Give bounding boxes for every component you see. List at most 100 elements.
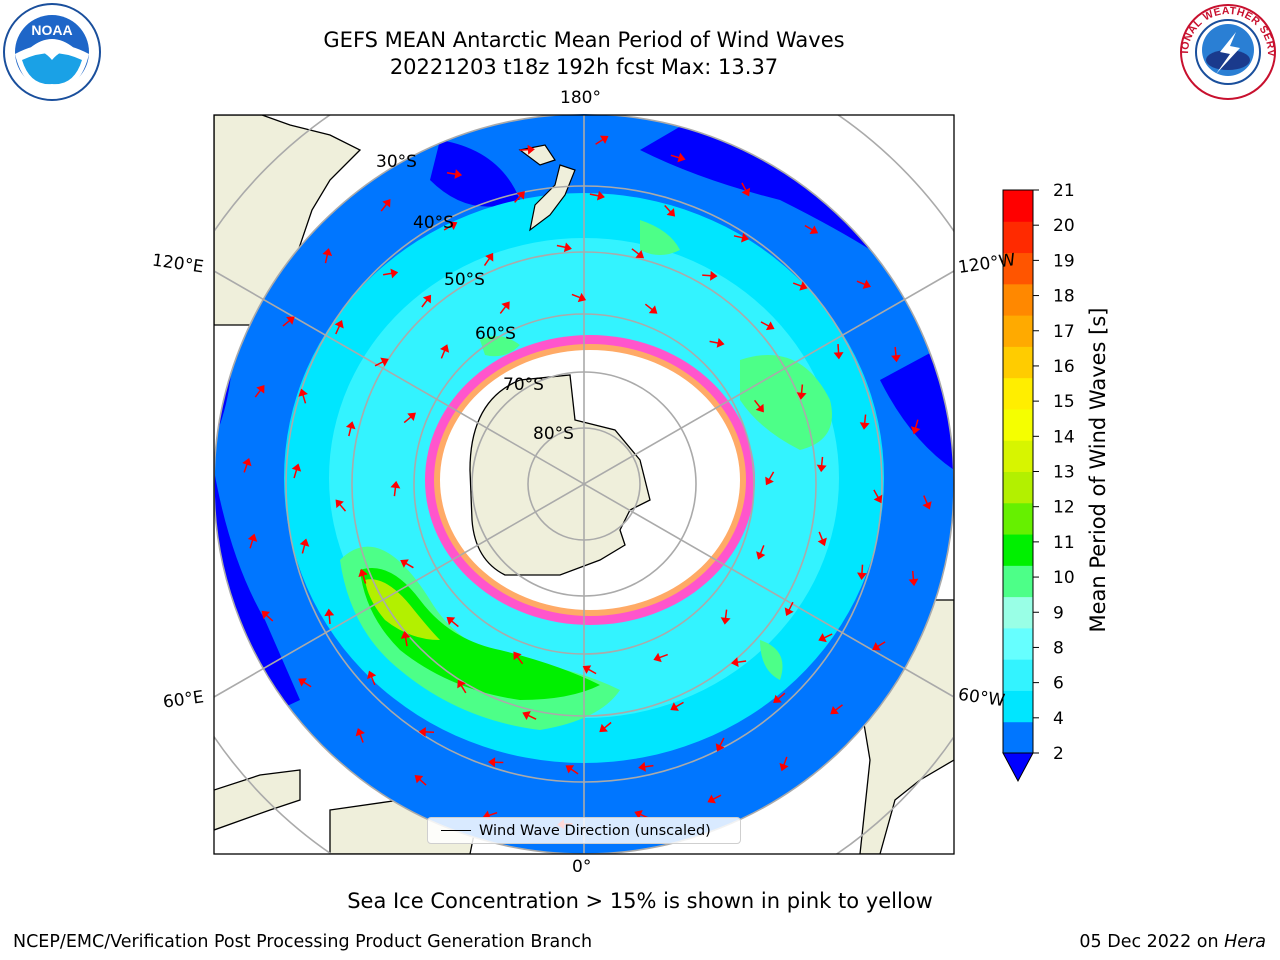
wave-arrow-head	[454, 169, 463, 179]
wave-arrow-shaft	[488, 811, 498, 817]
wave-arrow-shaft	[374, 361, 384, 367]
lat-label-40s: 40°S	[413, 213, 454, 233]
wave-arrow-shaft	[792, 282, 802, 287]
wave-arrow-shaft	[249, 539, 254, 549]
colorbar-tick-label: 8	[1053, 638, 1064, 658]
sea-ice-note: Sea Ice Concentration > 15% is shown in …	[347, 889, 933, 913]
chart-title: GEFS MEAN Antarctic Mean Period of Wind …	[323, 28, 845, 52]
wave-arrow-head	[830, 706, 839, 715]
lat-label-60s: 60°S	[475, 324, 516, 344]
wave-arrow-head	[382, 198, 391, 208]
wave-arrow-head	[817, 537, 827, 547]
wind-wave-direction-arrows	[242, 135, 932, 830]
wave-arrow-head	[710, 270, 718, 281]
colorbar-tick-label: 2	[1053, 744, 1064, 764]
wave-arrow-head	[634, 810, 643, 820]
legend-label: Wind Wave Direction (unscaled)	[479, 822, 711, 839]
wave-arrow-head	[485, 252, 494, 262]
wave-arrow-shaft	[519, 148, 529, 151]
lat-label-80s: 80°S	[533, 424, 574, 444]
wave-arrow-shaft	[243, 463, 248, 473]
wave-arrow-shaft	[516, 656, 524, 665]
wave-arrow-shaft	[380, 203, 388, 212]
antarctica-land	[469, 374, 651, 576]
wave-arrow-shaft	[587, 668, 597, 675]
wave-arrow-head	[487, 757, 496, 768]
graticule	[213, 115, 955, 854]
wave-arrow-head	[720, 617, 731, 625]
wave-arrow-shaft	[820, 456, 824, 466]
wave-arrow-shaft	[754, 399, 761, 408]
wave-arrow-head	[859, 422, 870, 430]
wave-arrow-head	[516, 191, 525, 200]
wave-arrow-head	[582, 665, 592, 674]
wave-arrow-head	[400, 631, 411, 639]
wave-arrow-shaft	[499, 305, 507, 314]
wave-arrow-head	[857, 572, 867, 581]
colorbar-tick-label: 6	[1053, 674, 1064, 694]
wave-arrow-shaft	[348, 427, 352, 437]
wave-arrow-shaft	[719, 737, 725, 747]
map-frame	[213, 114, 955, 855]
wave-arrow-shaft	[362, 574, 367, 584]
wave-arrow-head	[765, 321, 775, 331]
wave-arrow-head	[599, 723, 608, 733]
wave-arrow-shaft	[788, 601, 794, 611]
lat-label-30s: 30°S	[376, 152, 417, 172]
wave-arrow-shaft	[733, 235, 743, 239]
wave-arrow-head	[261, 610, 271, 620]
wave-arrow-shaft	[911, 570, 915, 580]
wave-arrow-head	[418, 726, 426, 737]
colorbar-tick-label: 12	[1053, 498, 1075, 518]
wave-arrow-shaft	[724, 609, 728, 619]
wave-arrow-head	[653, 652, 662, 663]
wave-arrow-shaft	[800, 384, 804, 394]
wave-arrow-shaft	[440, 349, 446, 359]
wave-arrow-head	[448, 221, 458, 231]
colorbar-extend-triangle	[1002, 752, 1034, 783]
wave-arrow-head	[501, 301, 510, 310]
wave-arrow-head	[818, 633, 827, 643]
chart-subtitle: 20221203 t18z 192h fcst Max: 13.37	[389, 55, 779, 79]
colorbar-swatch	[1003, 440, 1033, 472]
wave-arrow-shaft	[856, 280, 866, 286]
noaa-logo: NOAA	[3, 3, 101, 101]
wave-arrow-head	[833, 352, 844, 360]
wave-arrow-shaft	[595, 138, 604, 145]
wave-arrow-shaft	[837, 344, 840, 354]
wave-arrow-head	[390, 268, 399, 279]
wave-arrow-head	[298, 388, 308, 397]
wave-arrow-head	[414, 775, 424, 784]
wave-arrow-shaft	[293, 469, 298, 479]
wave-arrow-shaft	[631, 248, 640, 255]
colorbar-swatch	[1003, 377, 1033, 410]
wave-arrow-head	[715, 743, 725, 752]
wave-arrow-head	[809, 225, 819, 234]
wave-arrow-head	[247, 533, 258, 542]
wave-arrow-shaft	[923, 495, 928, 505]
wave-arrow-shaft	[804, 224, 814, 231]
wave-arrow-head	[741, 232, 749, 243]
wave-arrow-shaft	[914, 419, 919, 429]
wave-arrow-head	[439, 344, 450, 353]
wave-arrow-head	[891, 354, 901, 363]
wave-arrow-head	[334, 320, 344, 329]
colorbar-swatch	[1003, 721, 1033, 754]
wave-arrow-shaft	[328, 614, 331, 624]
wave-arrow-head	[731, 657, 739, 668]
wave-arrow-head	[756, 551, 766, 560]
colorbar-tick-label: 14	[1053, 427, 1075, 447]
colorbar-tick-label: 20	[1053, 216, 1075, 236]
colorbar-swatch	[1003, 252, 1033, 285]
wave-arrow-shaft	[777, 692, 786, 700]
wave-arrow-head	[513, 651, 522, 661]
wave-arrow-shaft	[863, 414, 867, 424]
wave-arrow-shaft	[659, 653, 668, 659]
wave-arrow-head	[648, 305, 658, 314]
wave-arrow-head	[407, 412, 416, 421]
wave-arrow-shaft	[418, 778, 427, 786]
wave-arrow-shaft	[644, 303, 653, 311]
colorbar-swatch	[1003, 627, 1033, 660]
wave-arrow-shaft	[873, 489, 879, 499]
colorbar-swatch	[1003, 283, 1033, 316]
